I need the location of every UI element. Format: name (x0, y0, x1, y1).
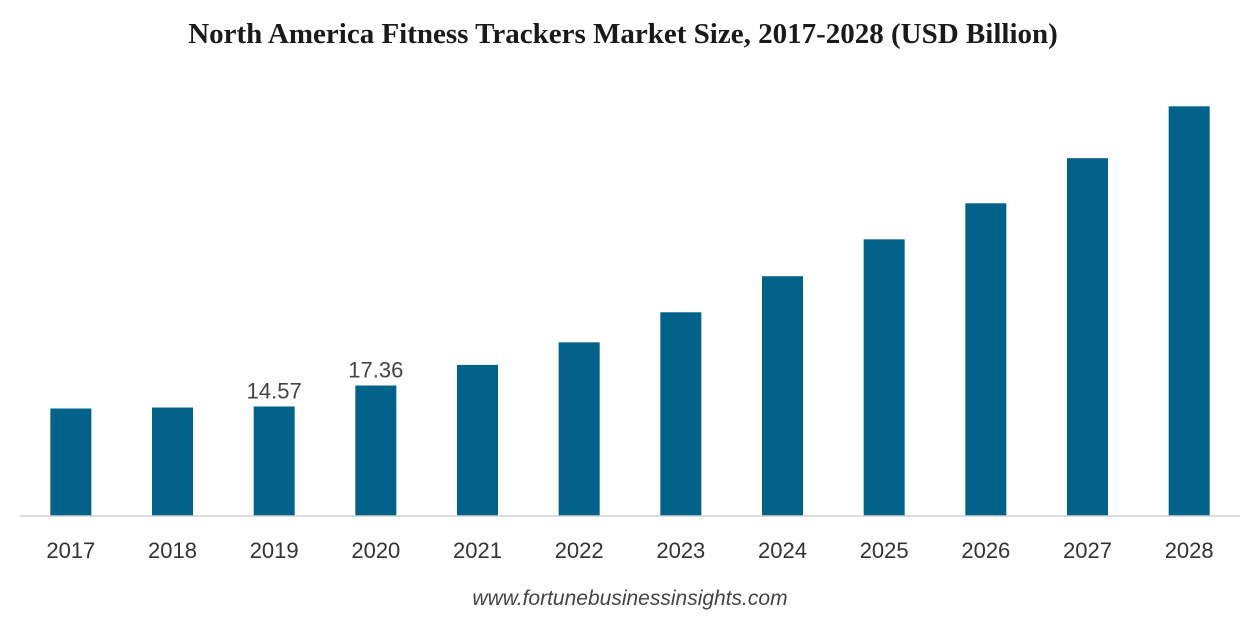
bar-2020 (355, 385, 397, 516)
bar-2027 (1067, 158, 1108, 516)
x-tick-labels-group: 2017 2018 2019 2020 2021 2022 2023 2024 2025 2026… (46, 538, 1213, 563)
x-tick-label-2021: 2021 (453, 538, 502, 563)
bar-2019 (253, 406, 295, 516)
bar-2025 (863, 239, 905, 516)
x-tick-label-2020: 2020 (351, 538, 400, 563)
chart-title: North America Fitness Trackers Market Si… (188, 18, 1058, 50)
x-tick-label-2018: 2018 (148, 538, 197, 563)
data-labels-group: 14.57 17.36 (247, 358, 404, 404)
data-label-2019: 14.57 (247, 378, 302, 403)
bar-2021 (457, 364, 498, 516)
bar-2028 (1168, 106, 1210, 516)
bars-group (50, 106, 1210, 516)
bar-2023 (660, 312, 702, 516)
bar-2017 (50, 408, 92, 516)
bar-2026 (965, 203, 1007, 516)
x-tick-label-2023: 2023 (656, 538, 705, 563)
bar-2024 (762, 276, 803, 516)
bar-2018 (152, 407, 193, 516)
source-credit: www.fortunebusinessinsights.com (472, 587, 788, 610)
x-tick-label-2028: 2028 (1165, 538, 1214, 563)
x-tick-label-2017: 2017 (46, 538, 95, 563)
x-tick-label-2019: 2019 (250, 538, 299, 563)
x-tick-label-2027: 2027 (1063, 538, 1112, 563)
data-label-2020: 17.36 (348, 358, 403, 383)
x-tick-label-2022: 2022 (555, 538, 604, 563)
x-tick-label-2024: 2024 (758, 538, 807, 563)
bar-2022 (558, 342, 600, 516)
x-tick-label-2026: 2026 (961, 538, 1010, 563)
x-tick-label-2025: 2025 (860, 538, 909, 563)
